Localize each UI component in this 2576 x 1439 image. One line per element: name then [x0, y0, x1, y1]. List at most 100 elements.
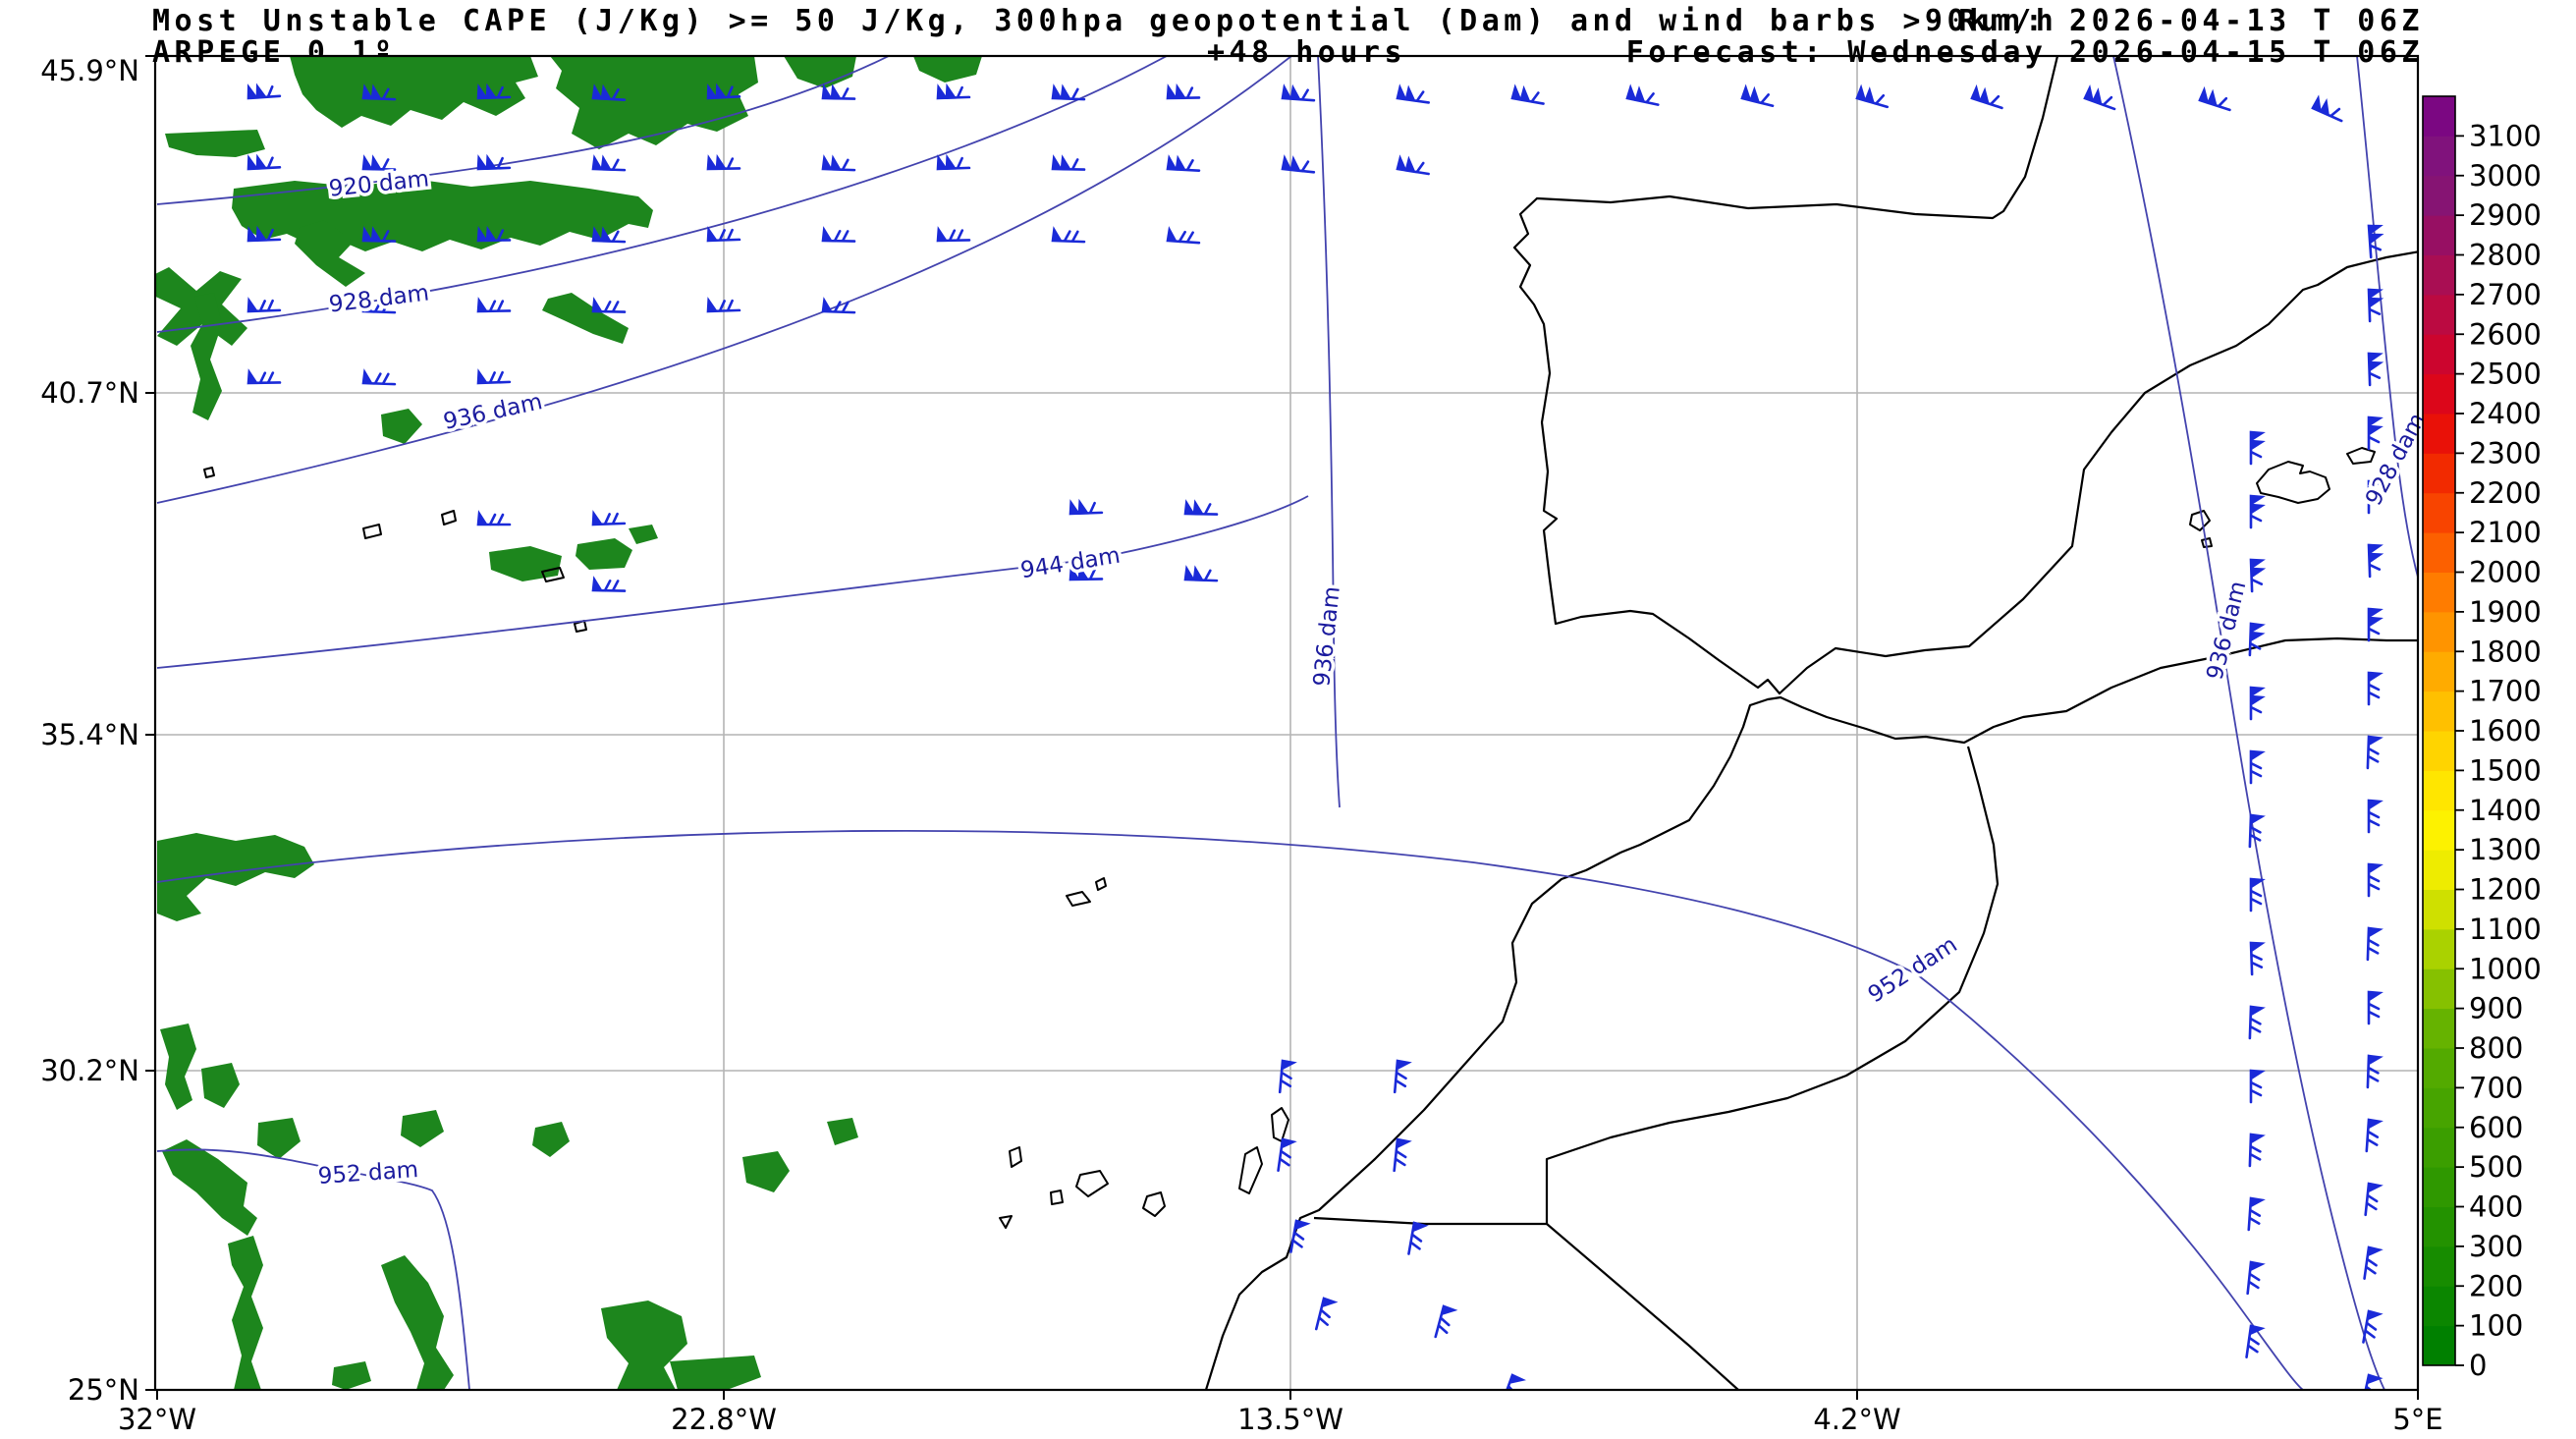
- colorbar-tick-label: 2000: [2469, 556, 2542, 589]
- colorbar-segment: [2423, 1087, 2455, 1129]
- wind-barb: [2249, 1069, 2266, 1104]
- wind-barb: [2367, 224, 2384, 259]
- cape-colorbar: 0 100 200 300 400 500 600 700 800 900 1000 1100 1200…: [2422, 95, 2542, 1382]
- wind-barb: [591, 226, 627, 244]
- wind-barb: [476, 83, 512, 100]
- cape-region: [228, 1236, 263, 1390]
- wind-barb: [1166, 83, 1201, 100]
- colorbar-segment: [2423, 373, 2455, 415]
- wind-barb: [2249, 430, 2266, 466]
- colorbar-segment: [2423, 414, 2455, 454]
- colorbar-segment: [2423, 175, 2455, 216]
- wind-barb: [2248, 622, 2266, 657]
- wind-barb: [2361, 1373, 2384, 1390]
- contour-line-936: [156, 56, 1292, 504]
- colorbar-segment: [2423, 1127, 2455, 1168]
- cape-region: [401, 1110, 444, 1147]
- colorbar-tick-label: 1000: [2469, 952, 2542, 985]
- colorbar-tick-label: 100: [2469, 1309, 2523, 1343]
- wind-barb: [591, 83, 627, 101]
- cape-region: [165, 130, 265, 157]
- wind-barb: [1166, 154, 1201, 172]
- colorbar-segment: [2423, 492, 2455, 533]
- colorbar-segment: [2423, 1167, 2455, 1207]
- island-outline: [2346, 447, 2376, 465]
- wind-barb: [1396, 154, 1430, 176]
- cape-region: [381, 409, 422, 444]
- wind-barb: [1281, 154, 1316, 174]
- x-tick-label: 5°E: [2392, 1403, 2442, 1436]
- wind-barb: [2249, 494, 2266, 529]
- wind-barb: [591, 576, 627, 592]
- wind-barb: [1393, 1059, 1412, 1094]
- wind-barb: [821, 297, 856, 314]
- colorbar-tick-label: 500: [2469, 1150, 2523, 1184]
- wind-barb: [361, 83, 397, 101]
- y-tick-label: 30.2°N: [40, 1054, 139, 1087]
- wind-barb: [2367, 799, 2384, 834]
- colorbar-tick-label: 2500: [2469, 358, 2542, 391]
- colorbar-tick-label: 1600: [2469, 714, 2542, 747]
- cape-region: [290, 56, 538, 128]
- colorbar-tick-label: 1700: [2469, 675, 2542, 708]
- x-tick-label: 32°W: [118, 1403, 196, 1436]
- island-outline: [203, 467, 215, 478]
- wind-barb: [1069, 564, 1104, 581]
- wind-barb: [821, 83, 856, 100]
- colorbar-tick-label: 1400: [2469, 794, 2542, 827]
- wind-barb: [2249, 686, 2266, 721]
- contour-line-936: [2112, 56, 2385, 1390]
- wind-barb: [476, 153, 512, 171]
- wind-barb: [1740, 83, 1775, 108]
- coastline-path: [1546, 1223, 1739, 1390]
- island-outline: [1009, 1146, 1022, 1168]
- wind-barb: [2362, 1309, 2384, 1344]
- wind-barb: [2363, 1245, 2384, 1280]
- colorbar-segment: [2423, 136, 2455, 177]
- wind-barb: [1166, 226, 1201, 245]
- island-outline: [1075, 1170, 1109, 1197]
- wind-barb: [2367, 543, 2384, 579]
- axes-border: [153, 54, 2420, 1392]
- contour-label: 936 dam: [441, 389, 544, 435]
- wind-barb: [476, 225, 512, 243]
- wind-barb: [2367, 288, 2384, 323]
- wind-barb: [1855, 83, 1890, 109]
- colorbar-segment: [2423, 969, 2455, 1010]
- wind-barb: [361, 154, 397, 171]
- contour-label: 952 dam: [1864, 932, 1962, 1009]
- wind-barb: [476, 368, 512, 385]
- cape-region: [232, 179, 653, 251]
- x-tick-label: 22.8°W: [671, 1403, 777, 1436]
- colorbar-segment: [2423, 532, 2455, 573]
- wind-barb: [2248, 813, 2266, 849]
- wind-barb: [2245, 1324, 2266, 1358]
- wind-barb: [1970, 83, 2003, 110]
- cape-region: [913, 56, 982, 83]
- island-outline: [2256, 461, 2330, 504]
- colorbar-segment: [2423, 1206, 2455, 1247]
- wind-barb: [2249, 941, 2266, 976]
- coastline-path: [1313, 746, 2000, 1226]
- wind-barb: [2247, 1196, 2266, 1232]
- cape-region: [601, 1301, 687, 1390]
- cape-region: [742, 1151, 790, 1192]
- colorbar-tick-label: 2400: [2469, 397, 2542, 430]
- wind-barb: [1289, 1219, 1311, 1253]
- contour-line-928: [2356, 56, 2418, 581]
- island-outline: [1066, 891, 1091, 907]
- colorbar-segment: [2423, 611, 2455, 652]
- forecast-lead-label: +48 hours: [1207, 35, 1407, 70]
- wind-barb: [591, 510, 627, 526]
- run-timestamp-label: Run: 2026-04-13 T 06Z: [1958, 4, 2424, 38]
- wind-barb: [1407, 1221, 1429, 1255]
- wind-barb: [1051, 154, 1086, 171]
- cape-region: [784, 56, 856, 88]
- island-outline: [1238, 1146, 1263, 1194]
- wind-barb: [1278, 1059, 1297, 1094]
- colorbar-tick-label: 2600: [2469, 317, 2542, 351]
- island-outline: [441, 510, 457, 526]
- wind-barb: [2366, 735, 2384, 770]
- cape-region: [629, 525, 658, 544]
